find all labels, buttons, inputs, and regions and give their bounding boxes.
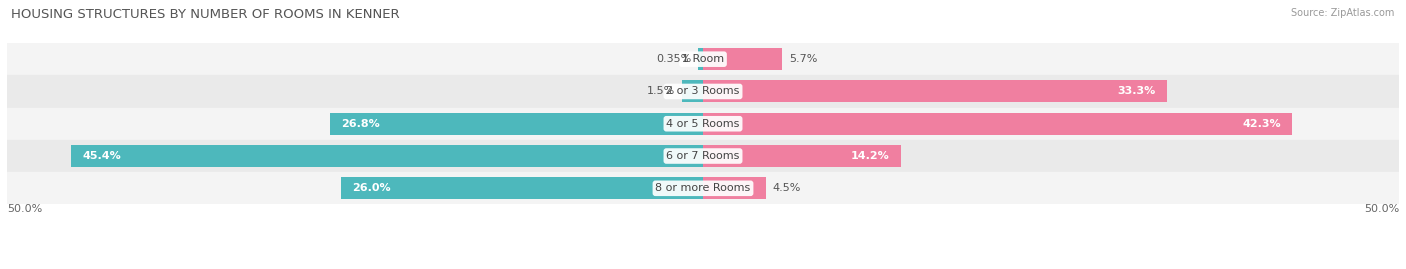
Bar bbox=[703, 145, 901, 167]
Bar bbox=[7, 140, 1399, 172]
Text: 45.4%: 45.4% bbox=[82, 151, 121, 161]
Bar bbox=[682, 80, 703, 102]
Bar bbox=[7, 43, 1399, 75]
Text: 50.0%: 50.0% bbox=[1364, 204, 1399, 214]
Bar bbox=[703, 113, 1292, 135]
Text: 26.8%: 26.8% bbox=[342, 119, 380, 129]
Bar bbox=[342, 177, 703, 199]
Text: 0.35%: 0.35% bbox=[657, 54, 692, 64]
Bar bbox=[7, 172, 1399, 204]
Legend: Owner-occupied, Renter-occupied: Owner-occupied, Renter-occupied bbox=[581, 268, 825, 269]
Bar bbox=[699, 48, 703, 70]
Text: 5.7%: 5.7% bbox=[789, 54, 818, 64]
Text: 4.5%: 4.5% bbox=[773, 183, 801, 193]
Text: 50.0%: 50.0% bbox=[7, 204, 42, 214]
Bar bbox=[703, 80, 1167, 102]
Text: 8 or more Rooms: 8 or more Rooms bbox=[655, 183, 751, 193]
Bar bbox=[703, 177, 766, 199]
Bar bbox=[330, 113, 703, 135]
Bar bbox=[7, 108, 1399, 140]
Text: 14.2%: 14.2% bbox=[851, 151, 890, 161]
Text: 6 or 7 Rooms: 6 or 7 Rooms bbox=[666, 151, 740, 161]
Bar bbox=[703, 48, 782, 70]
Text: 4 or 5 Rooms: 4 or 5 Rooms bbox=[666, 119, 740, 129]
Text: Source: ZipAtlas.com: Source: ZipAtlas.com bbox=[1291, 8, 1395, 18]
Text: 1 Room: 1 Room bbox=[682, 54, 724, 64]
Text: HOUSING STRUCTURES BY NUMBER OF ROOMS IN KENNER: HOUSING STRUCTURES BY NUMBER OF ROOMS IN… bbox=[11, 8, 399, 21]
Bar bbox=[7, 75, 1399, 108]
Text: 1.5%: 1.5% bbox=[647, 86, 675, 97]
Text: 26.0%: 26.0% bbox=[353, 183, 391, 193]
Bar bbox=[72, 145, 703, 167]
Text: 42.3%: 42.3% bbox=[1241, 119, 1281, 129]
Text: 33.3%: 33.3% bbox=[1118, 86, 1156, 97]
Text: 2 or 3 Rooms: 2 or 3 Rooms bbox=[666, 86, 740, 97]
